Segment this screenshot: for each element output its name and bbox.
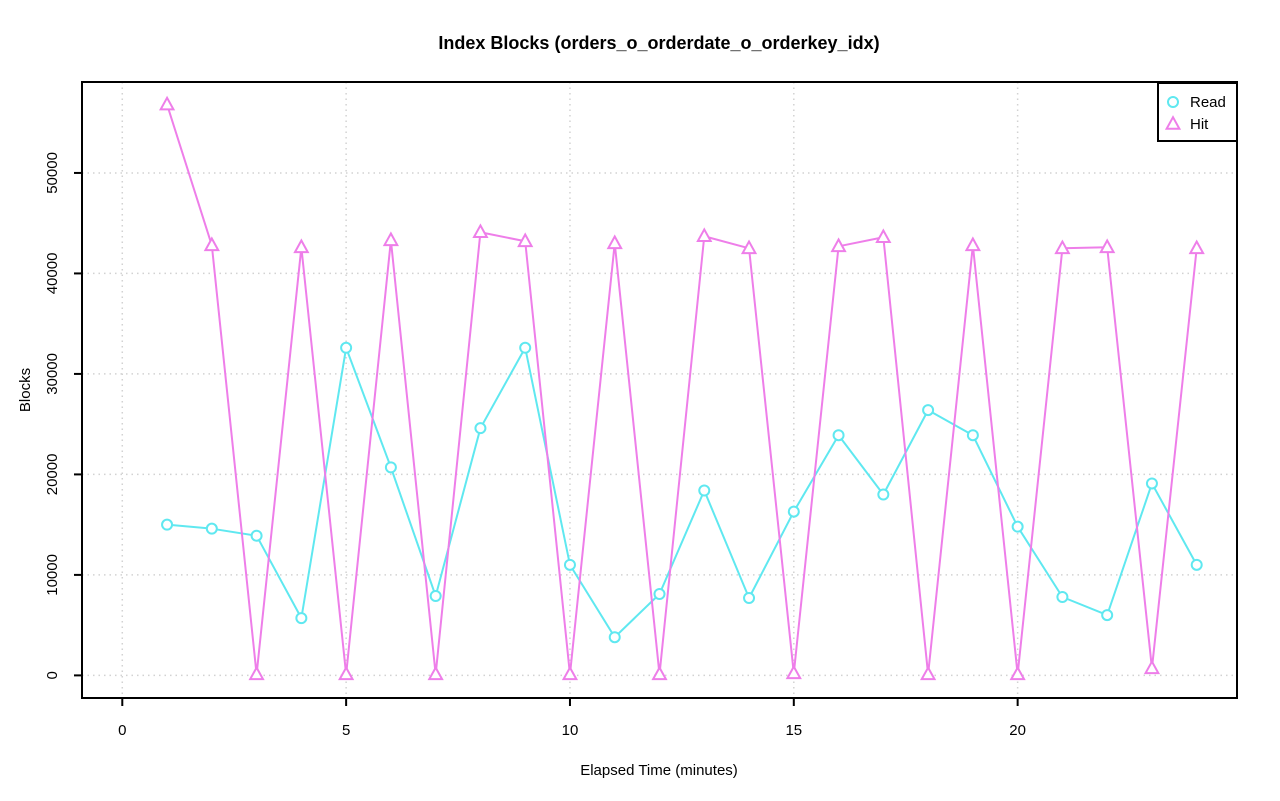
x-tick-label: 10	[562, 722, 579, 739]
data-point-hit	[203, 236, 220, 252]
data-point-read	[384, 461, 397, 474]
data-point-hit	[338, 665, 355, 681]
x-tick-label: 0	[118, 722, 126, 739]
data-point-read	[161, 518, 174, 531]
data-point-read	[966, 429, 979, 442]
data-point-read	[250, 529, 263, 542]
data-point-read	[653, 587, 666, 600]
data-point-hit	[561, 665, 579, 681]
data-point-hit	[964, 236, 981, 252]
data-point-hit	[1143, 659, 1161, 675]
data-point-read	[698, 484, 711, 497]
data-point-read	[743, 592, 756, 605]
data-point-read	[474, 422, 487, 435]
y-tick-label: 40000	[44, 253, 61, 295]
data-point-read	[1190, 558, 1203, 571]
data-point-read	[787, 505, 800, 518]
data-point-hit	[606, 234, 623, 250]
x-axis-label: Elapsed Time (minutes)	[580, 762, 738, 779]
data-point-hit	[158, 95, 176, 111]
data-point-read	[205, 522, 218, 535]
y-axis-label: Blocks	[17, 368, 34, 412]
data-point-hit	[830, 237, 847, 253]
data-point-read	[295, 612, 308, 625]
data-point-hit	[427, 665, 444, 681]
legend: Read Hit	[1157, 82, 1238, 142]
data-point-hit	[1188, 239, 1205, 255]
data-point-read	[1011, 520, 1024, 533]
axis-layer: 0 5 10 15 20 0 10000 20000 30000 40000 50000	[44, 152, 1026, 739]
data-point-read	[922, 404, 935, 417]
data-point-hit	[293, 238, 310, 254]
data-point-read	[519, 341, 532, 354]
x-tick-label: 5	[342, 722, 350, 739]
series-line-hit	[166, 104, 1198, 676]
data-point-read	[877, 488, 890, 501]
y-tick-label: 0	[44, 671, 61, 679]
chart-title: Index Blocks (orders_o_orderdate_o_order…	[438, 33, 879, 53]
data-point-read	[1056, 591, 1069, 604]
data-point-hit	[517, 232, 534, 248]
legend-label-hit: Hit	[1190, 116, 1209, 133]
data-point-hit	[651, 665, 668, 681]
y-tick-label: 50000	[44, 152, 61, 194]
data-point-read	[1101, 609, 1114, 622]
data-point-read	[563, 558, 576, 571]
y-tick-label: 10000	[44, 554, 61, 596]
data-point-hit	[740, 239, 758, 255]
data-point-hit	[785, 664, 802, 680]
x-tick-label: 20	[1009, 722, 1026, 739]
legend-marker-layer	[1164, 96, 1182, 130]
legend-marker-read	[1167, 96, 1179, 108]
data-point-hit	[382, 231, 399, 247]
legend-box	[1157, 82, 1238, 142]
data-point-hit	[248, 665, 265, 681]
data-point-hit	[875, 228, 892, 244]
data-point-hit	[1009, 665, 1026, 681]
y-tick-label: 20000	[44, 454, 61, 496]
legend-label-read: Read	[1190, 94, 1226, 111]
series-layer	[158, 95, 1205, 681]
data-point-read	[1145, 477, 1158, 490]
series-line-read	[166, 346, 1198, 639]
data-point-read	[340, 341, 353, 354]
data-point-hit	[472, 223, 489, 239]
data-point-hit	[1054, 239, 1071, 255]
data-point-hit	[920, 665, 937, 681]
x-tick-label: 15	[785, 722, 802, 739]
data-point-read	[608, 631, 621, 644]
plot-border	[81, 81, 1238, 699]
grid-layer	[82, 82, 1237, 698]
data-point-hit	[696, 227, 713, 243]
data-point-hit	[1099, 238, 1116, 254]
y-tick-label: 30000	[44, 353, 61, 395]
data-point-read	[429, 590, 442, 603]
data-point-read	[832, 429, 845, 442]
legend-marker-hit	[1164, 115, 1182, 130]
